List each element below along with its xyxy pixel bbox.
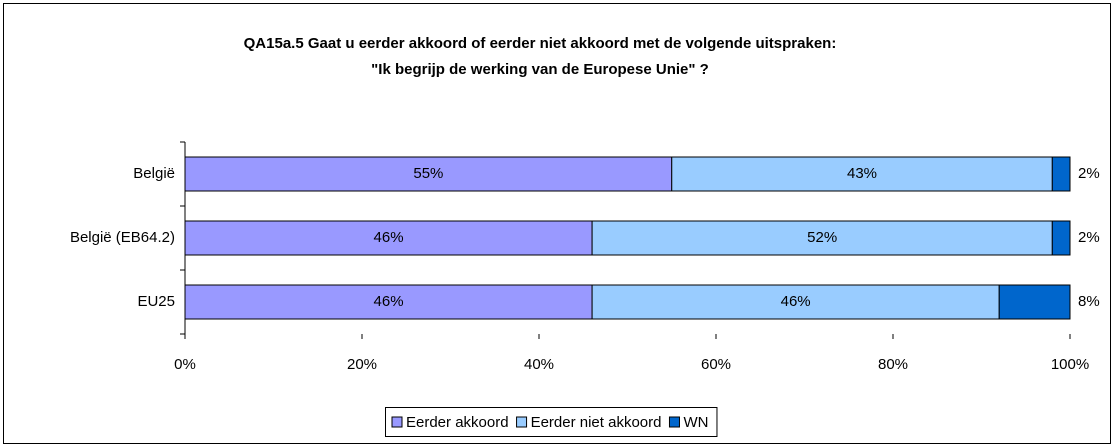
y-tick-label: EU25: [137, 293, 175, 310]
bar-segment: [1051, 156, 1071, 192]
bar-segment: [591, 220, 1053, 256]
legend-label: WN: [683, 414, 708, 431]
data-label: 46%: [781, 293, 811, 310]
x-tick-label: 60%: [701, 356, 731, 373]
bar-segment: [591, 284, 1000, 320]
data-label: 46%: [374, 293, 404, 310]
x-tick-label: 40%: [524, 356, 554, 373]
legend-label: Eerder niet akkoord: [531, 414, 662, 431]
legend-swatch: [516, 416, 528, 428]
chart-title: "Ik begrijp de werking van de Europese U…: [371, 61, 709, 78]
legend-label: Eerder akkoord: [406, 414, 509, 431]
data-label: 8%: [1078, 293, 1100, 310]
legend-box: [385, 407, 718, 437]
x-tick-label: 20%: [347, 356, 377, 373]
data-label: 55%: [413, 165, 443, 182]
data-label: 2%: [1078, 229, 1100, 246]
data-label: 43%: [847, 165, 877, 182]
bar-segment: [184, 284, 593, 320]
data-label: 2%: [1078, 165, 1100, 182]
bar-segment: [1051, 220, 1071, 256]
legend-swatch: [668, 416, 680, 428]
chart-title: QA15a.5 Gaat u eerder akkoord of eerder …: [244, 35, 837, 52]
bar-segment: [184, 220, 593, 256]
x-tick-label: 0%: [174, 356, 196, 373]
y-tick-label: België: [133, 165, 175, 182]
x-tick-label: 100%: [1051, 356, 1089, 373]
x-tick-label: 80%: [878, 356, 908, 373]
legend-swatch: [391, 416, 403, 428]
data-label: 52%: [807, 229, 837, 246]
bar-segment: [998, 284, 1071, 320]
data-label: 46%: [374, 229, 404, 246]
bar-segment: [184, 156, 673, 192]
y-tick-label: België (EB64.2): [70, 229, 175, 246]
